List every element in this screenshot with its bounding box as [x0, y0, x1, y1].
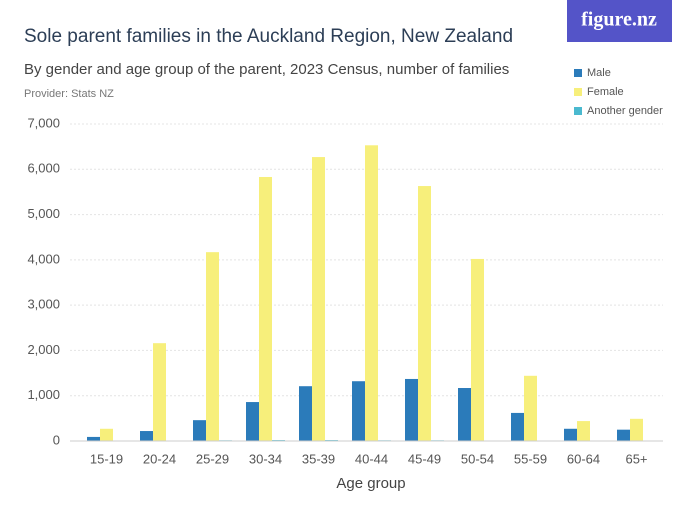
x-tick-label: 40-44	[355, 451, 388, 466]
y-tick-label: 6,000	[27, 161, 60, 176]
bar	[511, 412, 524, 441]
x-tick-label: 35-39	[302, 451, 335, 466]
x-tick-label: 60-64	[567, 451, 600, 466]
x-tick-label: 30-34	[249, 451, 282, 466]
y-tick-label: 7,000	[27, 115, 60, 130]
y-tick-label: 1,000	[27, 387, 60, 402]
chart-title: Sole parent families in the Auckland Reg…	[24, 26, 513, 47]
x-tick-label: 15-19	[90, 451, 123, 466]
bar	[299, 386, 312, 441]
bar	[87, 436, 100, 441]
x-tick-label: 25-29	[196, 451, 229, 466]
bar	[365, 145, 378, 441]
legend-swatch	[574, 69, 582, 77]
bar	[564, 428, 577, 441]
bar	[352, 381, 365, 441]
x-tick-label: 20-24	[143, 451, 176, 466]
x-axis-title: Age group	[336, 475, 405, 492]
legend-label: Female	[587, 86, 624, 98]
bar	[418, 186, 431, 441]
bar	[100, 428, 113, 441]
x-tick-label: 55-59	[514, 451, 547, 466]
y-tick-label: 0	[53, 432, 60, 447]
x-tick-label: 50-54	[461, 451, 494, 466]
provider: Provider: Stats NZ	[24, 88, 114, 100]
y-tick-label: 2,000	[27, 342, 60, 357]
chart-subtitle: By gender and age group of the parent, 2…	[24, 61, 509, 78]
logo-box	[567, 0, 672, 42]
y-tick-label: 4,000	[27, 251, 60, 266]
bar	[630, 418, 643, 441]
bar	[140, 431, 153, 441]
bar	[193, 420, 206, 441]
bar	[617, 429, 630, 441]
bar	[577, 421, 590, 441]
logo: figure.nz	[581, 9, 657, 31]
bar	[458, 388, 471, 441]
bar	[206, 252, 219, 441]
bar	[405, 378, 418, 441]
legend-swatch	[574, 107, 582, 115]
bar	[246, 402, 259, 441]
bar	[471, 258, 484, 441]
bar	[259, 176, 272, 441]
bar	[312, 157, 325, 441]
legend-swatch	[574, 88, 582, 96]
y-tick-label: 3,000	[27, 297, 60, 312]
bar	[524, 375, 537, 441]
bar	[153, 343, 166, 441]
x-tick-label: 65+	[625, 451, 647, 466]
legend-label: Another gender	[587, 105, 663, 117]
legend-label: Male	[587, 67, 611, 79]
x-tick-label: 45-49	[408, 451, 441, 466]
y-tick-label: 5,000	[27, 206, 60, 221]
